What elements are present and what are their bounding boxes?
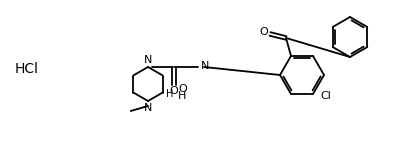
Text: HCl: HCl <box>15 62 39 76</box>
Text: N: N <box>201 61 209 71</box>
Text: N: N <box>144 103 152 113</box>
Text: Cl: Cl <box>320 91 331 101</box>
Text: O: O <box>178 84 187 94</box>
Text: O: O <box>260 27 268 37</box>
Text: O: O <box>170 86 178 96</box>
Text: N: N <box>144 55 152 65</box>
Text: H: H <box>178 91 186 101</box>
Text: H: H <box>166 89 174 99</box>
